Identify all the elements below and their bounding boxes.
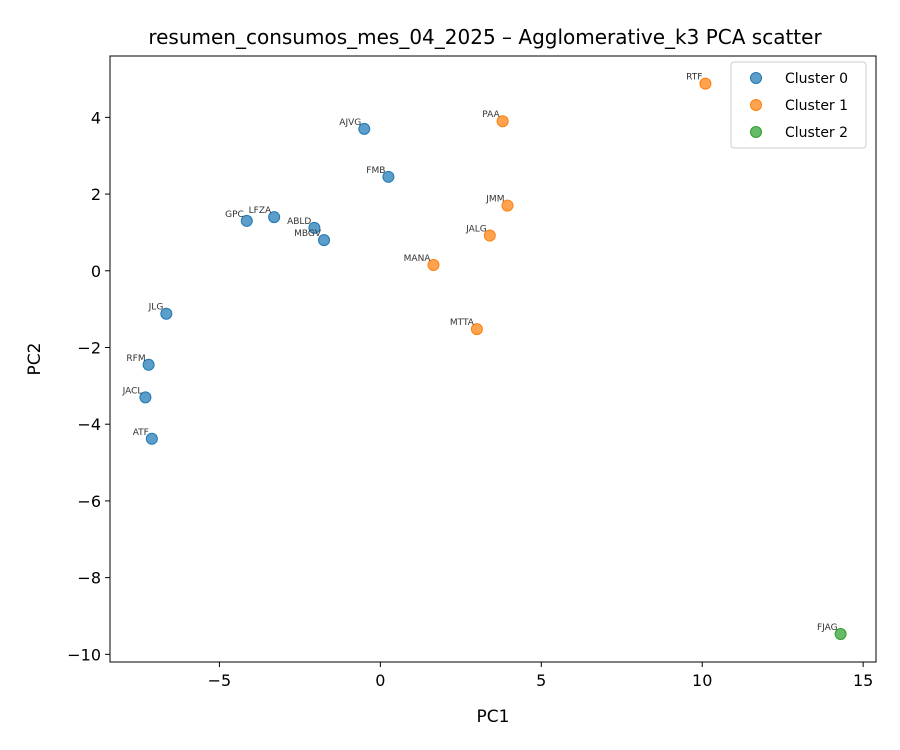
point-label: JMM: [485, 195, 504, 205]
scatter-point: [382, 170, 395, 183]
points-layer: AJVG FMB GPC LFZA ABLD MBGV JLG RFM JACL ATF RTF PA…: [122, 73, 847, 641]
point-label: JALG: [465, 224, 487, 234]
scatter-point: [142, 358, 155, 371]
y-tick-label: −6: [77, 492, 101, 511]
x-tick-label: 0: [375, 671, 385, 690]
point-label: RTF: [686, 73, 702, 83]
legend-entry: Cluster 2: [785, 125, 848, 141]
legend-marker: [750, 99, 762, 111]
point-label: RFM: [126, 354, 145, 364]
y-axis-label: PC2: [25, 343, 45, 376]
legend: Cluster 0 Cluster 1 Cluster 2: [730, 61, 867, 149]
y-tick-label: −8: [77, 569, 101, 588]
point-label: LFZA: [249, 206, 272, 216]
scatter-point: [268, 211, 281, 224]
legend-marker: [750, 126, 762, 138]
scatter-point: [483, 229, 496, 242]
scatter-point: [160, 307, 173, 320]
point-label: FMB: [366, 166, 385, 176]
x-tick-label: 10: [692, 671, 712, 690]
scatter-point: [427, 259, 440, 272]
legend-marker: [750, 72, 762, 84]
point-label: MTTA: [450, 318, 475, 328]
scatter-point: [496, 115, 509, 128]
point-label: ABLD: [287, 217, 311, 227]
scatter-point: [470, 323, 483, 336]
legend-entry: Cluster 1: [785, 98, 848, 114]
y-tick-label: −4: [77, 415, 101, 434]
chart-title: resumen_consumos_mes_04_2025 – Agglomera…: [148, 25, 822, 49]
legend-frame: [730, 61, 867, 149]
ticks-layer: −5 0 5 10 15 −10 −8 −6 −4 −2 0 2 4: [67, 108, 873, 690]
point-label: JLG: [148, 303, 164, 313]
point-label: MANA: [404, 254, 432, 264]
plot-area: [110, 56, 876, 662]
y-tick-label: 2: [91, 185, 101, 204]
scatter-point: [145, 432, 158, 445]
point-label: FJAG: [817, 623, 838, 633]
scatter-point: [240, 214, 253, 227]
x-axis-label: PC1: [477, 707, 510, 727]
scatter-point: [318, 234, 331, 247]
x-tick-label: −5: [208, 671, 232, 690]
y-tick-label: −10: [67, 645, 101, 664]
scatter-point: [834, 628, 847, 641]
point-label: AJVG: [339, 118, 361, 128]
y-tick-label: 0: [91, 262, 101, 281]
point-label: ATF: [133, 428, 149, 438]
point-label: PAA: [482, 110, 500, 120]
scatter-point: [308, 221, 321, 234]
scatter-point: [139, 391, 152, 404]
y-tick-label: 4: [91, 108, 101, 127]
point-label: MBGV: [294, 229, 322, 239]
scatter-point: [501, 199, 514, 212]
legend-entry: Cluster 0: [785, 71, 848, 87]
plot-frame: [109, 55, 877, 663]
scatter-point: [699, 77, 712, 90]
y-tick-label: −2: [77, 338, 101, 357]
x-tick-label: 15: [853, 671, 873, 690]
point-label: JACL: [122, 386, 143, 396]
x-tick-label: 5: [536, 671, 546, 690]
scatter-point: [358, 122, 371, 135]
point-label: GPC: [225, 210, 244, 220]
